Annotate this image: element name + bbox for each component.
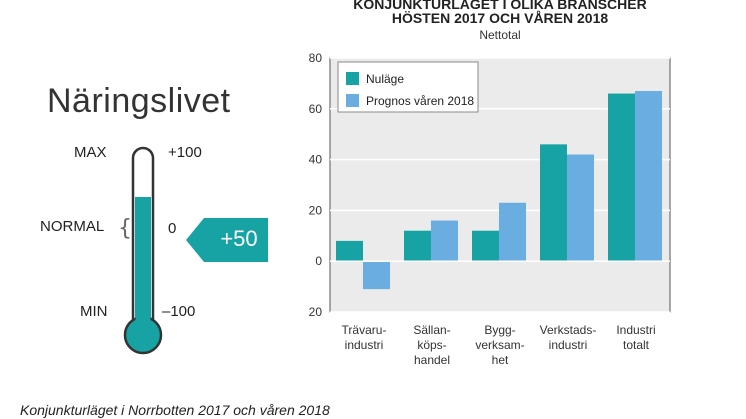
legend-swatch — [346, 94, 359, 107]
bar — [608, 93, 635, 262]
x-tick-label: Bygg- — [484, 323, 515, 337]
bar — [336, 240, 363, 262]
y-tick-label: 0 — [315, 254, 322, 268]
x-tick-label: industri — [549, 338, 588, 352]
x-tick-label: Sällan- — [413, 323, 450, 337]
bar — [431, 220, 458, 262]
x-tick-label: verksam- — [475, 338, 524, 352]
x-tick-label: het — [492, 353, 509, 367]
x-tick-label: köps- — [417, 338, 446, 352]
bar — [540, 144, 567, 262]
legend-label: Nuläge — [366, 72, 404, 86]
bar — [635, 91, 662, 262]
indicator-value: +50 — [220, 226, 258, 251]
y-tick-label: 60 — [309, 102, 323, 116]
chart-title-line2: HÖSTEN 2017 OCH VÅREN 2018 — [391, 10, 609, 26]
label-max: MAX — [74, 144, 107, 161]
x-tick-label: Trävaru- — [342, 323, 387, 337]
indicator-arrow — [186, 218, 268, 262]
chart-subtitle: Nettotal — [479, 28, 521, 42]
value-max: +100 — [168, 144, 202, 161]
x-tick-label: handel — [414, 353, 450, 367]
legend-box — [337, 61, 479, 113]
label-min: MIN — [80, 303, 108, 320]
y-tick-label: 40 — [309, 153, 323, 167]
legend-swatch — [346, 72, 359, 85]
label-normal: NORMAL — [40, 218, 105, 235]
thermometer-title: Näringslivet — [47, 82, 231, 120]
y-tick-label: 20 — [309, 203, 323, 217]
bar-chart: 20 0 20 40 60 80 Trävaru-industri Sällan-köps-h… — [309, 51, 671, 367]
thermometer-neck — [135, 310, 151, 324]
bar — [404, 230, 431, 262]
x-tick-label: Industri — [616, 323, 655, 337]
bar — [567, 154, 594, 262]
legend-label: Prognos våren 2018 — [366, 94, 474, 108]
x-tick-label: Verkstads- — [540, 323, 597, 337]
x-tick-label: industri — [345, 338, 384, 352]
thermometer-fill — [135, 197, 151, 338]
caption: Konjunkturläget i Norrbotten 2017 och vå… — [20, 402, 330, 418]
bar — [499, 202, 526, 262]
y-tick-label: 20 — [309, 305, 323, 319]
bar — [363, 261, 390, 290]
normal-bracket-icon: { — [118, 216, 132, 241]
bar — [472, 230, 499, 262]
value-zero: 0 — [168, 220, 177, 237]
y-tick-label: 80 — [309, 51, 323, 65]
plot-area: 20 0 20 40 60 80 Trävaru-industri Sällan-köps-h… — [309, 51, 671, 367]
indicator-badge — [186, 218, 268, 262]
value-min: –100 — [162, 303, 196, 320]
thermometer-gauge — [123, 146, 163, 355]
chart-title: KONJUNKTURLÄGET I OLIKA BRANSCHER — [353, 0, 647, 12]
x-tick-label: totalt — [623, 338, 650, 352]
